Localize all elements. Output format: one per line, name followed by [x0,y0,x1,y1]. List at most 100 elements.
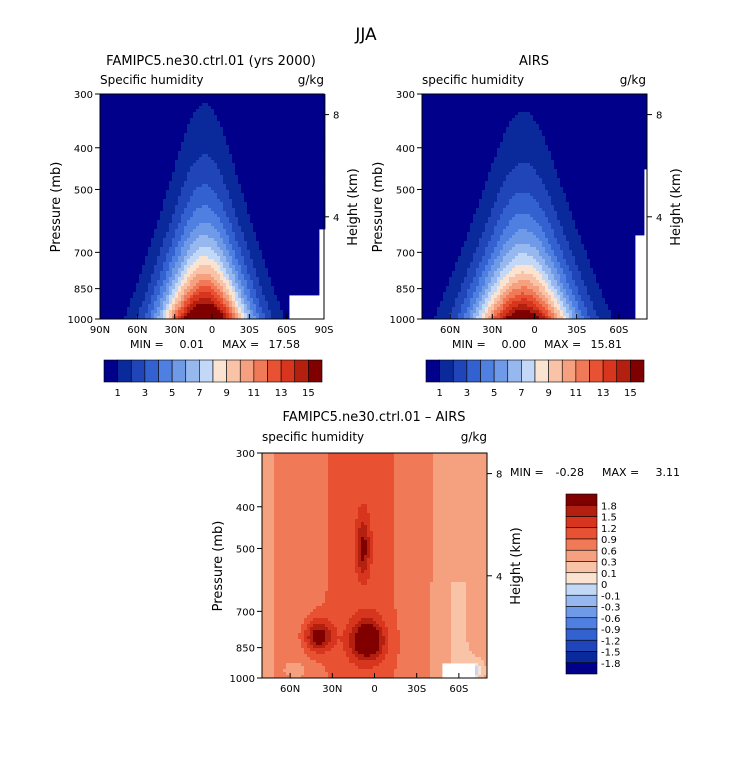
field-cell [202,118,206,122]
field-cell [184,139,188,143]
field-cell [172,241,176,245]
field-cell [121,160,125,164]
field-cell [247,196,251,200]
field-cell [319,139,323,143]
field-cell [280,259,284,263]
field-cell [253,109,257,113]
field-cell [223,187,227,191]
field-cell [247,172,251,176]
field-cell [247,193,251,197]
field-cell [250,97,254,101]
field-cell [208,205,212,209]
field-cell [274,259,278,263]
field-cell [280,220,284,224]
field-cell [151,205,155,209]
field-cell [187,97,191,101]
field-cell [238,151,242,155]
field-cell [292,169,296,173]
field-cell [250,160,254,164]
field-cell [310,241,314,245]
field-cell [262,169,266,173]
field-cell [166,226,170,230]
field-cell [277,187,281,191]
field-cell [211,220,215,224]
field-cell [226,262,230,266]
field-cell [292,205,296,209]
field-cell [100,286,104,290]
field-cell [205,277,209,281]
field-cell [259,211,263,215]
field-cell [133,187,137,191]
field-cell [136,112,140,116]
field-cell [109,295,113,299]
field-cell [172,184,176,188]
field-cell [277,112,281,116]
field-cell [175,214,179,218]
field-cell [166,118,170,122]
field-cell [274,289,278,293]
field-cell [235,163,239,167]
field-cell [274,121,278,125]
field-cell [319,130,323,134]
field-cell [163,163,167,167]
field-cell [166,196,170,200]
field-cell [247,169,251,173]
field-cell [307,169,311,173]
field-cell [277,280,281,284]
field-cell [232,100,236,104]
field-cell [103,97,107,101]
field-cell [196,256,200,260]
field-cell [256,226,260,230]
field-cell [100,256,104,260]
field-cell [184,199,188,203]
field-cell [316,151,320,155]
field-cell [259,181,263,185]
field-cell [217,115,221,119]
field-cell [124,223,128,227]
field-cell [148,94,152,98]
field-cell [193,145,197,149]
field-cell [256,148,260,152]
field-cell [250,280,254,284]
field-cell [202,151,206,155]
field-cell [262,112,266,116]
field-cell [157,163,161,167]
field-cell [277,196,281,200]
field-cell [265,253,269,257]
field-cell [292,115,296,119]
field-cell [229,214,233,218]
field-cell [274,253,278,257]
field-cell [166,262,170,266]
field-cell [112,208,116,212]
field-cell [295,277,299,281]
field-cell [313,289,317,293]
field-cell [163,118,167,122]
field-cell [124,127,128,131]
field-cell [154,160,158,164]
field-cell [115,133,119,137]
field-cell [280,217,284,221]
field-cell [304,211,308,215]
field-cell [274,223,278,227]
field-cell [253,289,257,293]
field-cell [169,232,173,236]
field-cell [142,223,146,227]
field-cell [217,241,221,245]
field-cell [244,220,248,224]
field-cell [277,256,281,260]
field-cell [142,124,146,128]
field-cell [169,292,173,296]
field-cell [121,277,125,281]
field-cell [160,202,164,206]
field-cell [313,97,317,101]
field-cell [172,217,176,221]
field-cell [160,250,164,254]
field-cell [268,217,272,221]
field-cell [205,214,209,218]
field-cell [235,199,239,203]
field-cell [103,217,107,221]
field-cell [277,250,281,254]
field-cell [115,145,119,149]
field-cell [223,280,227,284]
field-cell [184,169,188,173]
